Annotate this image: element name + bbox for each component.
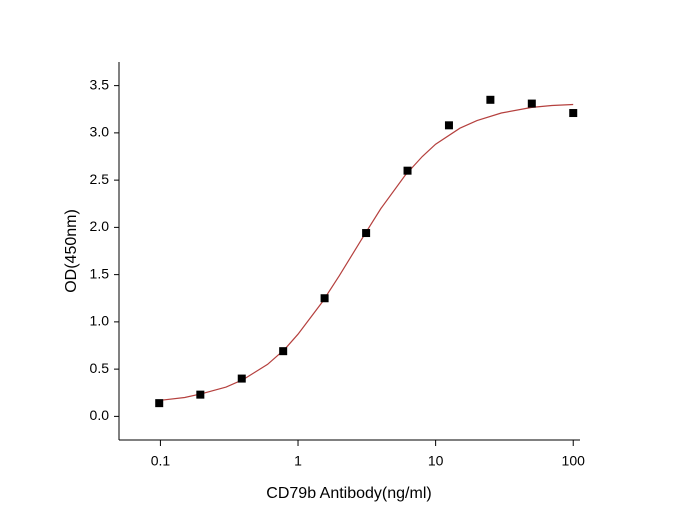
data-point (403, 166, 412, 175)
data-point (527, 99, 536, 108)
y-tick-label: 2.0 (90, 218, 110, 234)
data-point (196, 390, 205, 399)
y-tick-label: 1.0 (90, 313, 110, 329)
data-point (362, 229, 371, 238)
fit-curve (160, 103, 574, 401)
x-tick-label: 1 (294, 453, 302, 469)
y-tick-label: 0.0 (90, 407, 110, 423)
x-tick-label: 100 (562, 453, 586, 469)
data-point (237, 374, 246, 383)
data-point (486, 95, 495, 104)
y-axis-title: OD(450nm) (63, 209, 80, 293)
y-tick-label: 3.0 (90, 124, 110, 140)
data-point (155, 399, 164, 408)
data-point (444, 121, 453, 130)
y-tick-label: 3.5 (90, 76, 110, 92)
y-tick-label: 2.5 (90, 171, 110, 187)
y-tick-label: 1.5 (90, 265, 110, 281)
x-tick-label: 0.1 (151, 453, 171, 469)
x-axis-title: CD79b Antibody(ng/ml) (266, 485, 431, 502)
x-tick-label: 10 (428, 453, 444, 469)
data-point (279, 347, 288, 356)
data-point (320, 294, 329, 303)
y-tick-label: 0.5 (90, 360, 110, 376)
data-point (569, 109, 578, 118)
